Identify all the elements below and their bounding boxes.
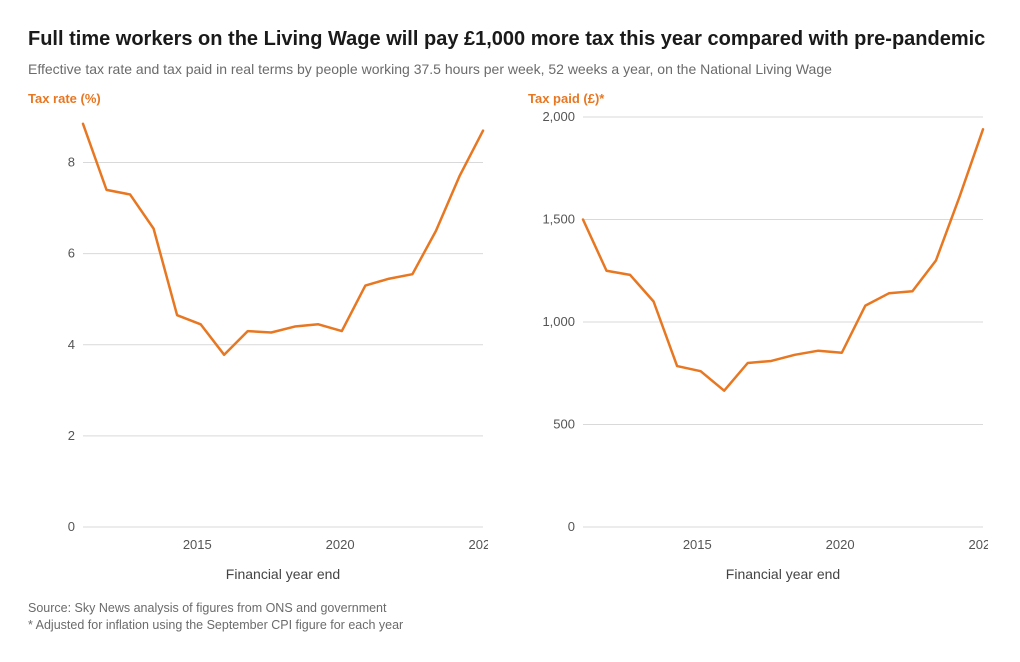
svg-text:0: 0	[68, 519, 75, 534]
footer-note: * Adjusted for inflation using the Septe…	[28, 617, 992, 634]
svg-text:8: 8	[68, 155, 75, 170]
svg-text:2025: 2025	[469, 537, 488, 552]
left-chart-panel: Tax rate (%) 0 2 4 6 8 2015 2020 2025 Financial …	[28, 91, 488, 582]
left-y-axis-title: Tax rate (%)	[28, 91, 488, 106]
svg-text:1,000: 1,000	[542, 314, 575, 329]
svg-text:Financial year end: Financial year end	[226, 566, 340, 582]
svg-text:4: 4	[68, 337, 75, 352]
right-chart-panel: Tax paid (£)* 0 500 1,000 1,500 2,000 2015 202…	[528, 91, 988, 582]
svg-text:2025: 2025	[969, 537, 988, 552]
svg-text:2015: 2015	[183, 537, 212, 552]
left-chart-svg: 0 2 4 6 8 2015 2020 2025 Financial year end	[28, 112, 488, 582]
svg-text:2020: 2020	[326, 537, 355, 552]
chart-title: Full time workers on the Living Wage wil…	[28, 28, 992, 51]
right-y-axis-title: Tax paid (£)*	[528, 91, 988, 106]
charts-row: Tax rate (%) 0 2 4 6 8 2015 2020 2025 Financial …	[28, 91, 992, 582]
footer-source: Source: Sky News analysis of figures fro…	[28, 600, 992, 617]
svg-text:500: 500	[553, 417, 575, 432]
right-chart-svg: 0 500 1,000 1,500 2,000 2015 2020 2025 Financial…	[528, 112, 988, 582]
svg-text:6: 6	[68, 246, 75, 261]
svg-text:0: 0	[568, 519, 575, 534]
chart-footer: Source: Sky News analysis of figures fro…	[28, 600, 992, 634]
svg-text:2,000: 2,000	[542, 112, 575, 124]
svg-text:2020: 2020	[826, 537, 855, 552]
svg-text:2015: 2015	[683, 537, 712, 552]
svg-text:Financial year end: Financial year end	[726, 566, 840, 582]
chart-subtitle: Effective tax rate and tax paid in real …	[28, 61, 992, 77]
svg-text:2: 2	[68, 428, 75, 443]
svg-text:1,500: 1,500	[542, 212, 575, 227]
